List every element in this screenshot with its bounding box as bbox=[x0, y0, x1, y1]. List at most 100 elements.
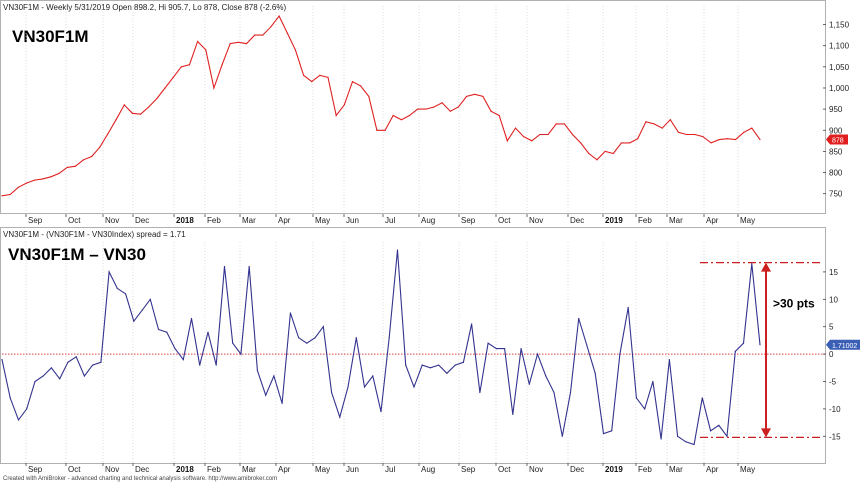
spread-data-point bbox=[339, 416, 341, 418]
spread-data-point bbox=[17, 419, 20, 421]
price-x-tick-label: May bbox=[740, 216, 755, 225]
spread-data-point bbox=[462, 361, 464, 363]
spread-y-tick-label: -15 bbox=[829, 432, 841, 441]
spread-data-point bbox=[232, 342, 234, 344]
price-x-tick-label: Sep bbox=[461, 216, 476, 225]
price-x-tick-label: Sep bbox=[28, 216, 43, 225]
spread-data-point bbox=[569, 391, 572, 394]
price-data-point bbox=[433, 106, 435, 108]
spread-data-point bbox=[479, 391, 481, 394]
range-annotation-label: >30 pts bbox=[773, 297, 815, 311]
price-y-tick-label: 1,150 bbox=[829, 21, 850, 30]
spread-data-point bbox=[726, 435, 728, 437]
spread-data-point bbox=[495, 348, 497, 350]
price-y-tick-label: 1,050 bbox=[829, 63, 850, 72]
price-data-point bbox=[555, 123, 557, 125]
spread-data-point bbox=[133, 320, 135, 322]
spread-data-point bbox=[742, 342, 745, 344]
price-data-point bbox=[449, 110, 451, 112]
spread-data-point bbox=[281, 402, 283, 405]
price-data-point bbox=[417, 108, 419, 110]
spread-data-point bbox=[512, 413, 514, 415]
price-data-point bbox=[702, 135, 704, 138]
spread-data-point bbox=[421, 364, 423, 366]
spread-x-tick-label: Dec bbox=[570, 465, 584, 474]
spread-data-point bbox=[100, 361, 102, 363]
price-x-tick-label: Jun bbox=[346, 216, 359, 225]
spread-data-point bbox=[578, 317, 580, 320]
spread-last-value-box bbox=[826, 339, 860, 350]
spread-data-point bbox=[9, 397, 11, 399]
price-data-point bbox=[628, 142, 631, 144]
spread-data-point bbox=[644, 408, 646, 410]
spread-data-point bbox=[660, 438, 662, 440]
price-data-point bbox=[637, 138, 639, 140]
price-data-point bbox=[311, 81, 313, 83]
spread-x-tick-label: Jun bbox=[346, 465, 359, 474]
spread-data-point bbox=[116, 287, 118, 289]
price-data-point bbox=[278, 15, 280, 17]
price-data-point bbox=[506, 140, 508, 142]
price-x-tick-label: Dec bbox=[570, 216, 584, 225]
spread-data-point bbox=[363, 386, 366, 388]
spread-data-point bbox=[108, 271, 110, 273]
price-data-point bbox=[229, 42, 231, 45]
price-y-tick-label: 850 bbox=[829, 147, 843, 156]
spread-data-point bbox=[92, 364, 94, 366]
price-data-point bbox=[441, 102, 443, 104]
price-data-point bbox=[571, 133, 574, 136]
price-data-point bbox=[474, 93, 476, 95]
price-data-point bbox=[327, 76, 329, 79]
price-data-point bbox=[50, 176, 52, 178]
spread-data-point bbox=[306, 342, 308, 344]
price-data-point bbox=[653, 123, 655, 125]
price-x-tick-label: Aug bbox=[421, 216, 435, 225]
price-data-point bbox=[588, 152, 590, 155]
footer-credit: Created with AmiBroker - advanced charti… bbox=[3, 476, 277, 482]
price-data-point bbox=[368, 95, 370, 98]
spread-data-point bbox=[174, 348, 176, 350]
spread-data-point bbox=[240, 353, 242, 355]
spread-panel-frame bbox=[0, 227, 826, 464]
spread-data-point bbox=[207, 331, 209, 333]
price-data-point bbox=[661, 127, 663, 129]
price-data-point bbox=[188, 64, 191, 66]
spread-data-point bbox=[751, 263, 753, 265]
spread-data-point bbox=[405, 364, 407, 366]
spread-data-point bbox=[157, 328, 160, 331]
price-data-point bbox=[91, 155, 93, 158]
price-data-point bbox=[351, 81, 354, 83]
price-data-point bbox=[319, 74, 321, 76]
price-data-point bbox=[139, 113, 142, 115]
price-data-point bbox=[604, 150, 606, 152]
price-y-tick-label: 800 bbox=[829, 169, 843, 178]
spread-data-point bbox=[627, 306, 629, 309]
spread-data-point bbox=[602, 432, 605, 435]
price-data-point bbox=[596, 159, 598, 161]
range-arrow-head-up bbox=[761, 262, 771, 272]
price-data-point bbox=[718, 138, 720, 141]
spread-x-tick-label: Jul bbox=[385, 465, 395, 474]
spread-panel-header: VN30F1M - (VN30F1M - VN30Index) spread =… bbox=[3, 230, 186, 239]
spread-data-point bbox=[635, 397, 638, 399]
spread-x-tick-label: Apr bbox=[706, 465, 719, 474]
spread-x-tick-label: Mar bbox=[242, 465, 256, 474]
spread-data-point bbox=[685, 441, 687, 443]
price-data-point bbox=[115, 119, 117, 121]
spread-data-point bbox=[586, 345, 588, 347]
spread-x-tick-label: Apr bbox=[278, 465, 291, 474]
price-data-point bbox=[360, 85, 362, 87]
price-data-point bbox=[490, 110, 492, 112]
price-x-tick-label: Nov bbox=[105, 216, 119, 225]
spread-data-point bbox=[693, 443, 695, 446]
spread-data-point bbox=[709, 430, 712, 432]
spread-data-point bbox=[124, 293, 127, 295]
price-data-point bbox=[237, 41, 239, 43]
spread-data-point bbox=[759, 344, 761, 346]
price-data-point bbox=[620, 142, 623, 144]
price-data-point bbox=[74, 165, 76, 167]
spread-data-point bbox=[149, 298, 151, 300]
spread-data-point bbox=[388, 337, 390, 339]
spread-data-point bbox=[677, 435, 679, 437]
